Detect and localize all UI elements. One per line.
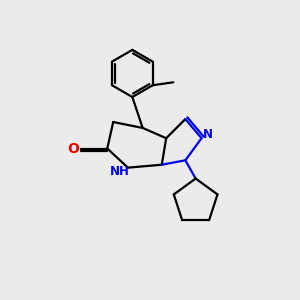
Text: NH: NH [110,165,130,178]
Text: O: O [68,142,80,155]
Text: N: N [203,128,213,141]
